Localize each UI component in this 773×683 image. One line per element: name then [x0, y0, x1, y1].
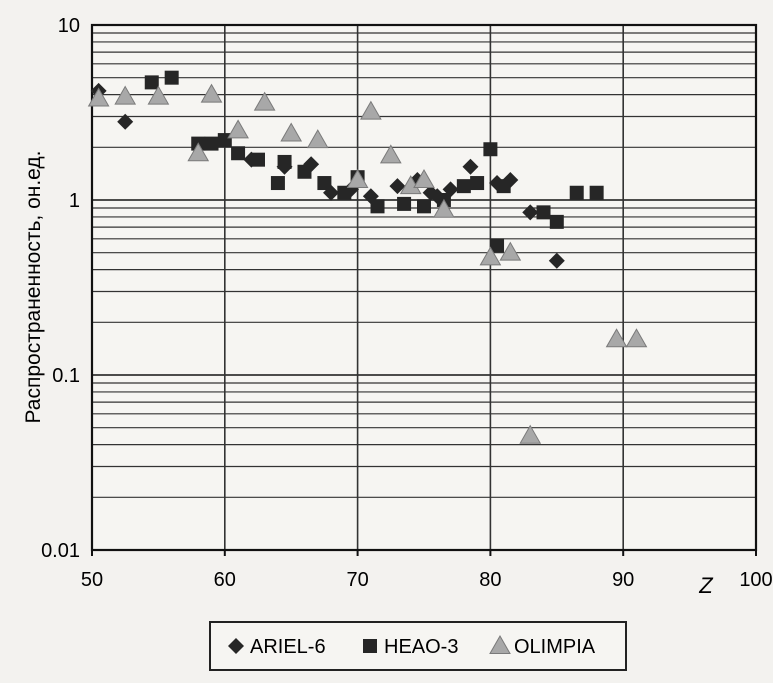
data-point-heao-3: [456, 179, 471, 194]
data-point-olimpia: [379, 144, 402, 164]
data-point-heao-3: [370, 199, 385, 214]
data-point-heao-3: [270, 176, 285, 191]
data-point-heao-3: [144, 75, 159, 90]
x-tick-label: 100: [739, 569, 772, 591]
data-point-heao-3: [490, 238, 505, 253]
data-point-heao-3: [317, 176, 332, 191]
x-tick-label: 50: [81, 569, 103, 591]
legend-marker-ariel-6: [228, 638, 244, 654]
data-point-olimpia: [479, 246, 502, 266]
x-axis-label: Z: [698, 573, 714, 598]
data-point-olimpia: [253, 91, 276, 111]
y-tick-label: 10: [58, 15, 80, 37]
legend-marker-heao-3: [363, 639, 377, 653]
data-point-olimpia: [360, 100, 382, 120]
data-point-heao-3: [397, 196, 412, 211]
data-point-olimpia: [200, 83, 223, 103]
data-point-olimpia: [87, 87, 110, 107]
plot-frame: [90, 23, 758, 552]
y-tick-label: 0.01: [41, 540, 80, 562]
x-tick-label: 90: [612, 569, 634, 591]
data-point-olimpia: [605, 328, 628, 348]
data-point-olimpia: [147, 85, 170, 105]
y-axis-label: Распространенность, он.ед.: [22, 151, 45, 424]
data-point-olimpia: [346, 169, 369, 189]
x-tick-label: 60: [214, 569, 236, 591]
data-point-ariel-6: [522, 204, 539, 221]
legend-label-ariel-6: ARIEL-6: [250, 636, 326, 658]
data-point-heao-3: [589, 185, 604, 200]
data-point-olimpia: [625, 328, 648, 348]
legend: ARIEL-6 HEAO-3 OLIMPIA: [209, 621, 627, 671]
data-point-heao-3: [470, 176, 485, 191]
data-point-heao-3: [277, 154, 292, 169]
legend-marker-olimpia: [489, 634, 511, 654]
legend-label-heao-3: HEAO-3: [384, 636, 458, 658]
legend-box: [209, 621, 627, 671]
data-point-olimpia: [227, 119, 249, 139]
y-tick-label: 1: [69, 190, 80, 212]
legend-label-olimpia: OLIMPIA: [514, 636, 596, 658]
data-point-olimpia: [114, 85, 137, 105]
data-point-heao-3: [251, 152, 265, 167]
data-point-ariel-6: [117, 113, 134, 130]
data-point-heao-3: [204, 136, 219, 151]
y-tick-label: 0.1: [52, 365, 80, 387]
data-point-heao-3: [164, 70, 179, 85]
data-point-olimpia: [413, 169, 435, 189]
data-point-olimpia: [306, 129, 329, 149]
plot-area: [92, 25, 756, 550]
data-point-ariel-6: [462, 158, 479, 175]
x-tick-label: 70: [346, 569, 368, 591]
data-point-olimpia: [280, 122, 303, 142]
data-point-olimpia: [433, 198, 455, 218]
data-point-heao-3: [536, 205, 551, 220]
data-point-heao-3: [417, 199, 431, 214]
data-point-heao-3: [337, 185, 352, 200]
x-tick-label: 80: [479, 569, 501, 591]
data-point-heao-3: [496, 179, 511, 194]
data-point-olimpia: [519, 424, 542, 444]
data-point-ariel-6: [389, 178, 406, 195]
data-point-olimpia: [187, 142, 210, 162]
data-point-heao-3: [569, 185, 584, 200]
data-point-heao-3: [483, 142, 498, 157]
data-point-olimpia: [499, 241, 522, 261]
data-point-heao-3: [231, 146, 246, 161]
data-point-ariel-6: [548, 252, 565, 269]
data-point-heao-3: [297, 164, 312, 179]
data-point-heao-3: [549, 214, 564, 229]
